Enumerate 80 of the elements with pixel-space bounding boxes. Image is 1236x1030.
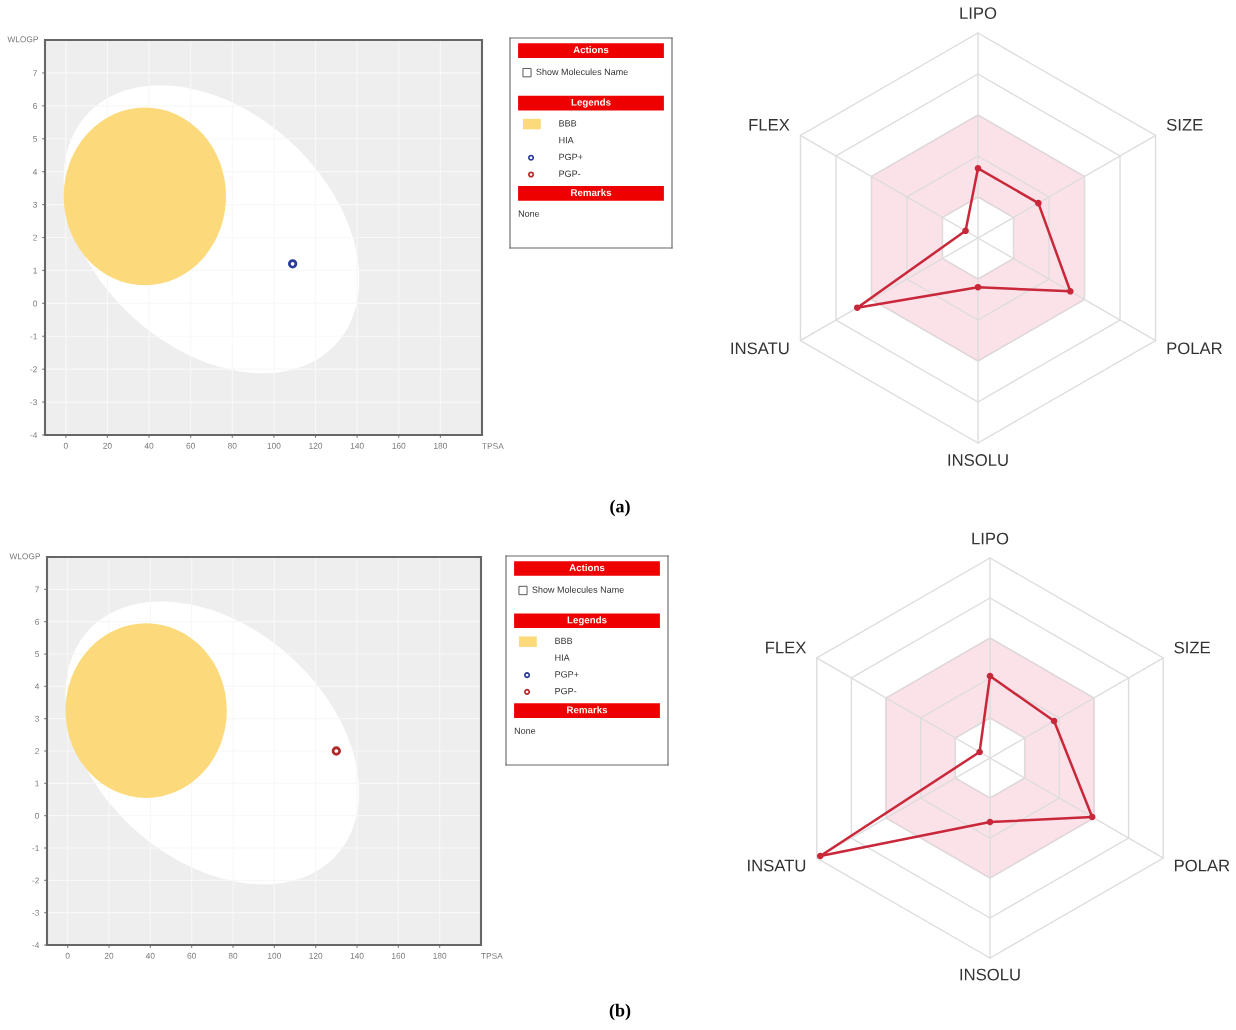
y-tick-label: 2: [35, 748, 39, 755]
y-axis-title: WLOGP: [9, 553, 41, 560]
y-tick-label: 7: [33, 70, 37, 76]
y-tick-label: 3: [33, 201, 37, 208]
y-tick-label: -4: [30, 432, 38, 439]
y-tick-label: 0: [35, 812, 40, 819]
text: Actions: [573, 46, 609, 54]
y-tick-label: 1: [35, 780, 39, 787]
y-tick-label: -4: [32, 942, 40, 949]
y-tick-label: -2: [32, 877, 39, 884]
x-tick-label: 120: [309, 952, 323, 959]
text: Show Molecules Name: [532, 586, 624, 593]
text: HIA: [555, 654, 570, 661]
x-tick-label: 20: [103, 442, 112, 449]
text: (a): [610, 499, 630, 517]
text: Legends: [571, 98, 611, 108]
y-tick-label: 4: [34, 683, 40, 690]
spoke-label: SIZE: [1166, 118, 1203, 131]
x-tick-label: 180: [434, 442, 448, 449]
y-axis-title: WLOGP: [7, 36, 39, 43]
text: None: [518, 210, 540, 217]
x-tick-label: 0: [63, 442, 68, 449]
x-tick-label: 140: [350, 442, 364, 449]
y-tick-label: 3: [35, 715, 39, 722]
x-axis-title: TPSA: [481, 952, 503, 959]
spoke-label: FLEX: [766, 641, 807, 654]
y-tick-label: -3: [30, 399, 37, 406]
text: BBB: [559, 120, 577, 127]
text: Remarks: [571, 188, 612, 197]
spoke-label: POLAR: [1174, 859, 1230, 872]
x-tick-label: 0: [65, 952, 70, 959]
y-tick-label: 4: [32, 168, 38, 175]
text: BBB: [555, 637, 573, 645]
y-tick-label: -2: [30, 366, 37, 373]
spoke-label: SIZE: [1174, 641, 1210, 654]
spoke-label: INSOLU: [948, 454, 1008, 466]
x-tick-label: 80: [228, 952, 238, 959]
y-tick-label: 7: [35, 586, 39, 593]
x-axis-title: TPSA: [482, 443, 504, 450]
spoke-label: INSATU: [731, 342, 789, 355]
y-tick-label: 1: [33, 267, 37, 274]
y-tick-label: 6: [35, 618, 39, 625]
x-tick-label: 80: [228, 442, 237, 449]
spoke-label: INSOLU: [960, 968, 1020, 981]
y-tick-label: 6: [33, 103, 37, 109]
x-tick-label: 60: [187, 952, 196, 959]
text: Remarks: [567, 706, 608, 714]
y-tick-label: -1: [32, 845, 39, 852]
text: Legends: [567, 616, 607, 626]
y-tick-label: -3: [32, 909, 39, 916]
text: Show Molecules Name: [536, 68, 628, 76]
x-tick-label: 140: [350, 952, 364, 959]
x-tick-label: 100: [267, 442, 281, 449]
y-tick-label: 5: [35, 651, 40, 658]
x-tick-label: 100: [268, 952, 281, 959]
y-tick-label: 2: [33, 234, 37, 241]
spoke-label: LIPO: [972, 532, 1009, 545]
spoke-label: LIPO: [960, 7, 997, 20]
text: HIA: [559, 137, 574, 144]
text: PGP-: [559, 170, 581, 177]
x-tick-label: 160: [392, 442, 406, 449]
x-tick-label: 160: [392, 952, 405, 959]
x-tick-label: 60: [186, 442, 195, 449]
spoke-label: INSATU: [748, 859, 806, 872]
x-tick-label: 40: [145, 952, 155, 959]
text: PGP-: [555, 687, 577, 695]
text: Actions: [569, 564, 605, 572]
spoke-label: POLAR: [1167, 342, 1222, 355]
x-tick-label: 120: [309, 442, 323, 449]
text: PGP+: [555, 671, 579, 678]
text: None: [514, 727, 536, 734]
x-tick-label: 40: [144, 442, 154, 449]
text: PGP+: [559, 153, 583, 161]
y-tick-label: -1: [30, 333, 37, 340]
x-tick-label: 180: [433, 952, 447, 959]
y-tick-label: 5: [33, 136, 38, 142]
x-tick-label: 20: [104, 952, 114, 959]
y-tick-label: 0: [33, 300, 38, 307]
spoke-label: FLEX: [749, 119, 790, 131]
text: (b): [609, 1003, 631, 1021]
